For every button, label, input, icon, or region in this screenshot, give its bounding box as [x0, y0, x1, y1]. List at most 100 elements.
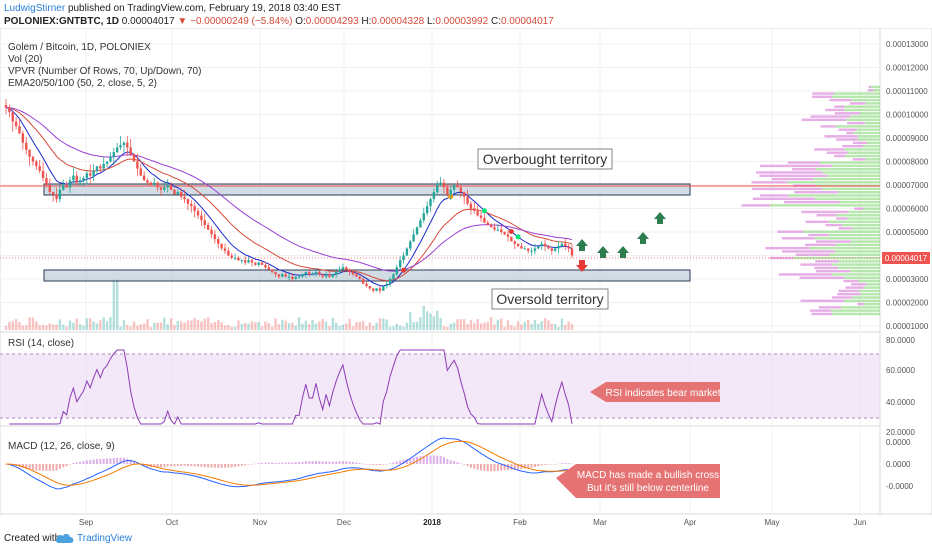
volume-bar	[102, 317, 105, 330]
volume-bar	[139, 324, 142, 330]
vpvr-bar-down	[759, 164, 832, 168]
volume-bar	[372, 326, 375, 330]
candle-body	[28, 149, 31, 157]
volume-bar	[422, 305, 425, 330]
oversold-zone[interactable]	[43, 269, 691, 282]
volume-bar	[533, 319, 537, 330]
candle-body	[395, 267, 399, 275]
price-scale[interactable]	[879, 28, 932, 515]
macd-histogram-bar	[79, 461, 82, 464]
volume-bar	[25, 325, 28, 330]
vpvr-bar-down	[857, 302, 864, 306]
macd-histogram-bar	[48, 464, 51, 471]
chart-canvas[interactable]: Overbought territory Oversold territory …	[0, 28, 932, 528]
candle-body	[547, 246, 550, 249]
volume-bar	[395, 324, 399, 330]
volume-bar	[217, 319, 220, 330]
macd-histogram-bar	[544, 464, 547, 465]
macd-callout[interactable]	[556, 464, 720, 498]
candle-body	[233, 257, 237, 259]
macd-line	[5, 437, 573, 490]
volume-bar	[489, 317, 493, 330]
macd-histogram-bar	[385, 464, 388, 465]
macd-histogram-bar	[109, 458, 112, 464]
macd-histogram-bar	[466, 464, 469, 467]
candle-body	[78, 180, 82, 183]
candle-body	[321, 274, 324, 277]
volume-bar	[405, 322, 409, 330]
volume-bar	[206, 317, 210, 330]
vpvr-bar-up	[793, 256, 880, 260]
macd-histogram-bar	[45, 464, 48, 471]
macd-histogram-bar	[358, 462, 361, 464]
vpvr-bar-up	[788, 194, 880, 197]
vpvr-bar-down	[824, 135, 858, 138]
macd-histogram-bar	[486, 464, 489, 472]
volume-bar	[459, 319, 463, 330]
vpvr-bar-down	[799, 276, 845, 279]
vpvr-bar-up	[821, 187, 880, 191]
candle-body	[473, 208, 476, 211]
oversold-label: Oversold territory	[496, 291, 603, 307]
candle-body	[483, 217, 486, 223]
volume-bar	[567, 321, 570, 330]
volume-bar	[186, 320, 190, 330]
macd-histogram-bar	[92, 459, 95, 464]
vpvr-bar-up	[816, 167, 880, 171]
candle-body	[449, 189, 452, 195]
oversold-label-box[interactable]	[491, 288, 609, 310]
volume-bar	[439, 317, 442, 330]
candle-body	[163, 187, 166, 190]
author-link[interactable]: LudwigStirner	[4, 3, 66, 14]
candle-body	[324, 274, 328, 277]
close-label: C:	[490, 16, 501, 27]
macd-histogram-bar	[480, 464, 483, 471]
volume-profile	[741, 85, 880, 316]
volume-bar	[513, 326, 516, 330]
candle-body	[277, 274, 281, 277]
volume-bar	[176, 320, 180, 330]
macd-histogram-bar	[106, 458, 109, 464]
candle-body	[314, 271, 318, 275]
price-tick: 0.00010000	[886, 111, 929, 120]
volume-bar	[462, 319, 466, 330]
volume-bar	[45, 325, 48, 330]
candle-body	[294, 276, 297, 279]
candle-body	[18, 126, 21, 134]
vpvr-bar-up	[846, 118, 880, 122]
macd-histogram-bar	[426, 455, 429, 464]
candle-body	[153, 182, 156, 185]
candle-body	[385, 283, 388, 287]
tradingview-brand[interactable]: TradingView	[77, 533, 133, 544]
volume-bar	[348, 318, 351, 330]
vpvr-bar-down	[800, 299, 845, 302]
macd-histogram-bar	[176, 464, 179, 466]
macd-histogram-bar	[166, 464, 169, 467]
macd-histogram-bar	[513, 464, 516, 470]
macd-histogram-bar	[129, 459, 132, 464]
volume-bar	[136, 325, 139, 330]
volume-bar	[210, 323, 213, 330]
macd-histogram-bar	[294, 462, 297, 464]
candle-body	[35, 161, 38, 167]
candle-body	[193, 206, 196, 211]
candle-body	[419, 220, 422, 228]
candle-body	[270, 269, 274, 272]
candle-body	[308, 271, 311, 275]
macd-histogram-bar	[52, 464, 55, 471]
ema100-line	[5, 106, 573, 272]
vpvr-bar-down	[811, 312, 832, 316]
volume-bar	[287, 323, 291, 330]
candle-body	[510, 236, 513, 242]
projection-arrows	[576, 212, 666, 272]
volume-bar	[324, 321, 328, 330]
overbought-label-box[interactable]	[477, 148, 613, 170]
vpvr-bar-up	[813, 177, 880, 181]
candle-body	[159, 187, 163, 190]
vpvr-bar-down	[769, 256, 794, 260]
overbought-zone[interactable]	[43, 183, 691, 196]
vpvr-bar-up	[828, 233, 880, 237]
volume-bar	[284, 320, 287, 330]
rsi-callout[interactable]	[590, 382, 720, 402]
macd-histogram-bar	[453, 461, 456, 464]
